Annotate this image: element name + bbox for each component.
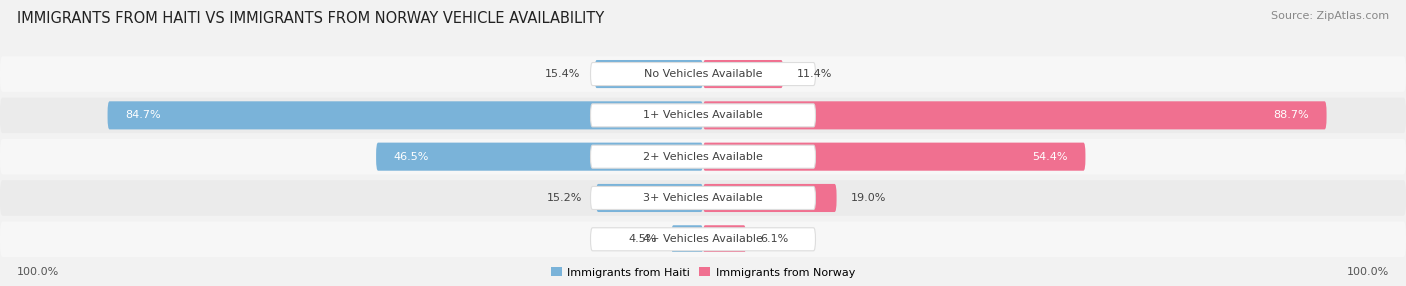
Legend: Immigrants from Haiti, Immigrants from Norway: Immigrants from Haiti, Immigrants from N… bbox=[551, 267, 855, 278]
Text: 19.0%: 19.0% bbox=[851, 193, 886, 203]
FancyBboxPatch shape bbox=[0, 56, 1406, 92]
Text: 100.0%: 100.0% bbox=[17, 267, 59, 277]
FancyBboxPatch shape bbox=[591, 186, 815, 209]
FancyBboxPatch shape bbox=[591, 145, 815, 168]
Text: IMMIGRANTS FROM HAITI VS IMMIGRANTS FROM NORWAY VEHICLE AVAILABILITY: IMMIGRANTS FROM HAITI VS IMMIGRANTS FROM… bbox=[17, 11, 605, 26]
FancyBboxPatch shape bbox=[0, 139, 1406, 174]
FancyBboxPatch shape bbox=[0, 98, 1406, 133]
Text: No Vehicles Available: No Vehicles Available bbox=[644, 69, 762, 79]
FancyBboxPatch shape bbox=[0, 222, 1406, 257]
Text: 15.2%: 15.2% bbox=[547, 193, 582, 203]
FancyBboxPatch shape bbox=[107, 101, 703, 129]
Text: 84.7%: 84.7% bbox=[125, 110, 160, 120]
FancyBboxPatch shape bbox=[703, 101, 1327, 129]
Text: 11.4%: 11.4% bbox=[797, 69, 832, 79]
FancyBboxPatch shape bbox=[591, 63, 815, 86]
Text: 6.1%: 6.1% bbox=[759, 234, 789, 244]
FancyBboxPatch shape bbox=[591, 228, 815, 251]
Text: 15.4%: 15.4% bbox=[546, 69, 581, 79]
FancyBboxPatch shape bbox=[595, 60, 703, 88]
FancyBboxPatch shape bbox=[703, 143, 1085, 171]
FancyBboxPatch shape bbox=[591, 104, 815, 127]
Text: 4.5%: 4.5% bbox=[628, 234, 657, 244]
FancyBboxPatch shape bbox=[596, 184, 703, 212]
FancyBboxPatch shape bbox=[703, 184, 837, 212]
Text: 4+ Vehicles Available: 4+ Vehicles Available bbox=[643, 234, 763, 244]
FancyBboxPatch shape bbox=[0, 180, 1406, 216]
Text: 46.5%: 46.5% bbox=[394, 152, 429, 162]
Text: 1+ Vehicles Available: 1+ Vehicles Available bbox=[643, 110, 763, 120]
FancyBboxPatch shape bbox=[672, 225, 703, 253]
Text: Source: ZipAtlas.com: Source: ZipAtlas.com bbox=[1271, 11, 1389, 21]
FancyBboxPatch shape bbox=[703, 225, 747, 253]
Text: 3+ Vehicles Available: 3+ Vehicles Available bbox=[643, 193, 763, 203]
FancyBboxPatch shape bbox=[703, 60, 783, 88]
Text: 100.0%: 100.0% bbox=[1347, 267, 1389, 277]
Text: 88.7%: 88.7% bbox=[1274, 110, 1309, 120]
FancyBboxPatch shape bbox=[375, 143, 703, 171]
Text: 2+ Vehicles Available: 2+ Vehicles Available bbox=[643, 152, 763, 162]
Text: 54.4%: 54.4% bbox=[1032, 152, 1069, 162]
